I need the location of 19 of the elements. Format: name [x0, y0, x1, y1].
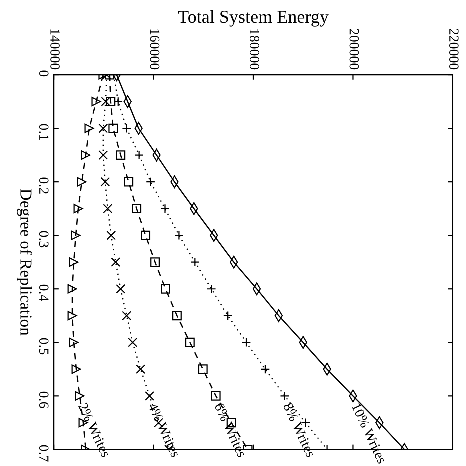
y-tick-label: 0.2: [39, 178, 49, 194]
y-tick-label: 0.7: [39, 445, 49, 462]
text: 8% Writes: [283, 402, 316, 458]
y-tick-label: 0.6: [39, 392, 49, 408]
x-tick-label: 160000: [150, 30, 160, 70]
x-tick-label: 220000: [449, 29, 459, 70]
y-tick-label: 0.3: [39, 231, 49, 248]
x-tick-label: 140000: [50, 30, 60, 70]
y-tick-label: 0.1: [39, 124, 49, 140]
x-tick-label: 200000: [350, 29, 360, 70]
text: 10% Writes: [352, 403, 388, 464]
text: 6% Writes: [214, 402, 248, 458]
text: 2% Writes: [78, 402, 111, 458]
x-tick-label: 180000: [250, 30, 260, 70]
y-tick-label: 0.4: [39, 284, 49, 302]
x-axis-title: Total System Energy: [178, 10, 329, 27]
y-tick-label: 0.5: [39, 338, 49, 355]
y-tick-label: 0: [39, 70, 49, 77]
y-axis-title: Degree of Replication: [17, 189, 32, 336]
